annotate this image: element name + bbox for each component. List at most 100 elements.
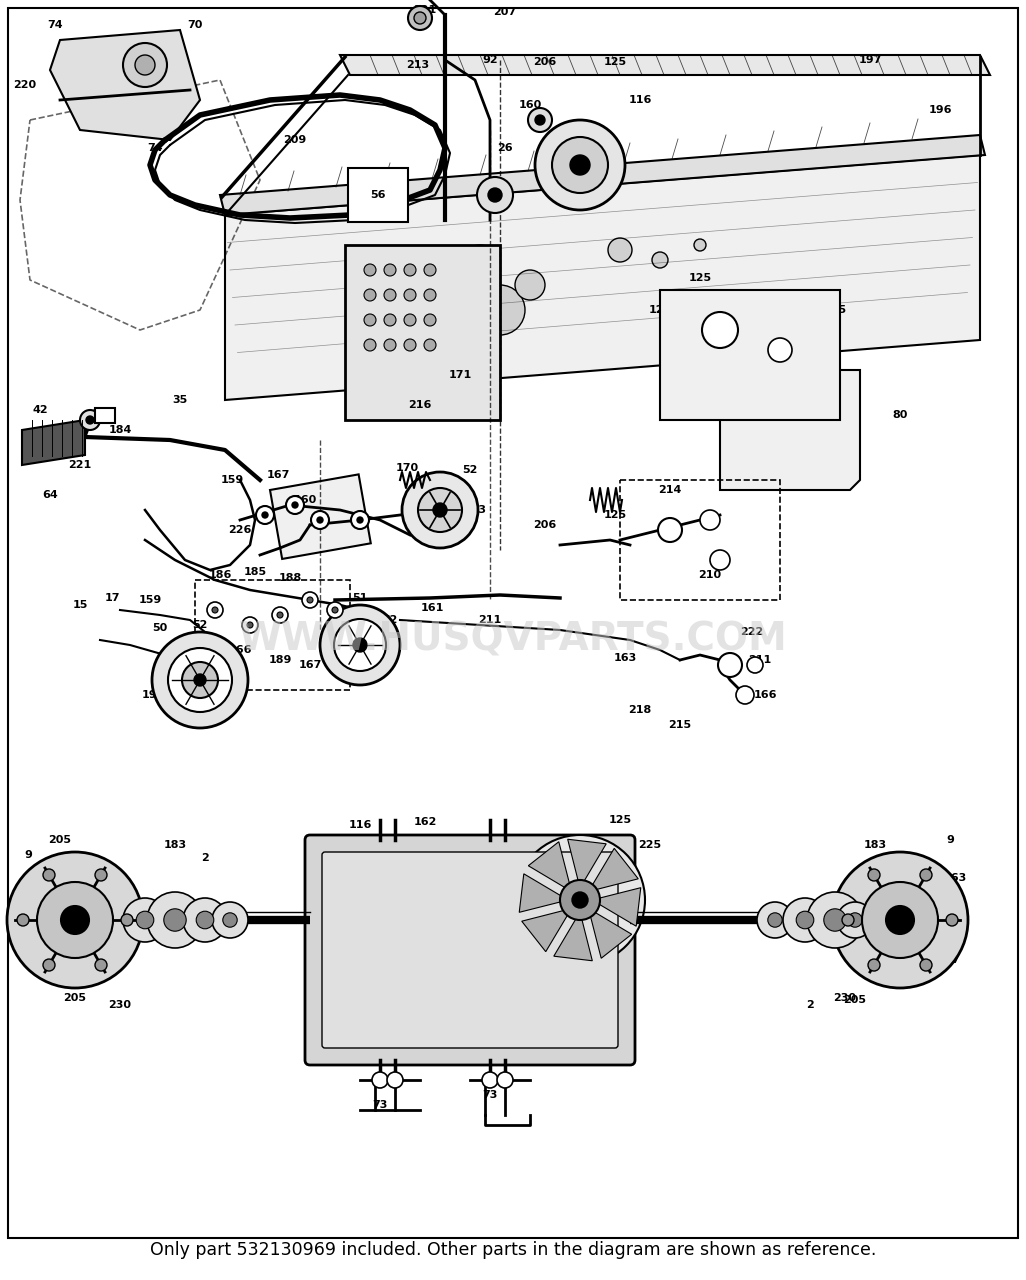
Circle shape [17,914,29,925]
Circle shape [482,1073,498,1088]
Bar [345,244,500,420]
Bar [195,580,350,690]
Circle shape [920,869,932,881]
Text: 206: 206 [534,58,557,67]
Text: 50: 50 [153,623,167,634]
Circle shape [387,1073,403,1088]
Text: WWW.HUSQVPARTS.COM: WWW.HUSQVPARTS.COM [239,621,787,659]
Text: 221: 221 [413,5,437,15]
Circle shape [37,882,113,957]
Text: 2: 2 [201,852,209,863]
Polygon shape [567,840,606,888]
Text: 166: 166 [753,690,777,700]
Circle shape [364,264,376,276]
Circle shape [351,511,369,529]
Circle shape [694,239,706,251]
Text: 70: 70 [188,20,203,29]
Text: 125: 125 [648,305,672,315]
Polygon shape [519,874,568,913]
Circle shape [747,657,763,673]
Text: 196: 196 [929,105,952,115]
Text: 52: 52 [383,614,398,625]
Text: 125: 125 [608,815,632,826]
Text: 159: 159 [221,475,243,485]
Text: 33: 33 [947,915,962,925]
Text: 186: 186 [208,570,232,580]
Text: 230: 230 [109,1000,131,1010]
Circle shape [415,12,426,24]
Circle shape [212,607,218,613]
Text: 9: 9 [946,835,954,845]
Circle shape [256,506,274,524]
Circle shape [384,289,396,301]
Circle shape [242,617,258,634]
Circle shape [247,622,253,628]
Circle shape [946,914,958,925]
Circle shape [796,911,814,929]
Text: 213: 213 [406,60,430,70]
Circle shape [147,892,203,948]
Circle shape [317,517,323,524]
Text: 162: 162 [579,1005,601,1015]
Text: 166: 166 [228,645,251,655]
Text: 125: 125 [603,509,627,520]
Circle shape [277,612,283,618]
Circle shape [868,959,880,972]
Circle shape [807,892,863,948]
Text: 92: 92 [482,55,498,65]
Text: 183: 183 [163,840,187,850]
Circle shape [497,1073,513,1088]
Polygon shape [50,29,200,140]
Text: 216: 216 [408,399,432,410]
Circle shape [194,675,206,686]
Text: Only part 532130969 included. Other parts in the diagram are shown as reference.: Only part 532130969 included. Other part… [150,1242,876,1260]
Text: 26: 26 [498,143,513,154]
Text: 125: 125 [688,273,712,283]
Text: 163: 163 [614,653,636,663]
Text: 159: 159 [139,595,162,605]
Circle shape [404,289,416,301]
Text: 215: 215 [668,719,692,730]
Text: 188: 188 [278,573,302,582]
Circle shape [658,518,682,541]
Text: 221: 221 [69,460,91,470]
Text: 218: 218 [628,705,652,716]
Text: 51: 51 [352,593,367,603]
Circle shape [404,264,416,276]
Circle shape [862,882,938,957]
Circle shape [135,55,155,76]
Text: 190: 190 [142,690,164,700]
Circle shape [433,503,447,517]
Polygon shape [220,134,985,215]
Circle shape [700,509,720,530]
Circle shape [372,1073,388,1088]
Circle shape [408,6,432,29]
Text: 1: 1 [326,955,333,965]
Circle shape [842,914,854,925]
Text: 161: 161 [421,603,443,613]
Bar [620,480,780,600]
Circle shape [207,602,223,618]
Text: 170: 170 [395,463,419,474]
Text: 230: 230 [833,993,857,1004]
Circle shape [418,488,462,532]
Polygon shape [589,909,632,959]
Text: 184: 184 [109,425,131,435]
Circle shape [307,596,313,603]
Circle shape [262,512,268,518]
Circle shape [702,312,738,348]
Text: 163: 163 [943,873,966,883]
Text: 17: 17 [105,593,120,603]
Polygon shape [589,849,638,891]
Circle shape [7,852,143,988]
Circle shape [152,632,248,728]
Circle shape [95,959,107,972]
Circle shape [515,835,645,965]
Circle shape [121,914,133,925]
Text: 162: 162 [413,817,437,827]
Text: 80: 80 [893,410,908,420]
Text: 167: 167 [267,470,289,480]
Circle shape [573,892,588,908]
Circle shape [384,264,396,276]
Bar [95,408,115,422]
